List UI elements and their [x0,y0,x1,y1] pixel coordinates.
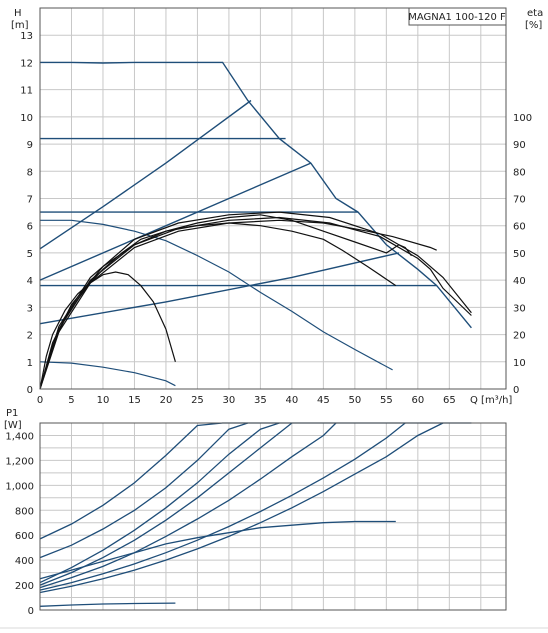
y-axis-title-head-unit: [m] [11,20,29,31]
head-chart-ticks: 0 5 10 15 20 25 30 35 40 45 50 55 60 6501234567891011… [20,31,532,406]
x-axis-title: Q [m³/h] [470,395,512,406]
y-tick-label-head: 7 [27,195,33,206]
y-tick-label-eta: 50 [513,249,526,260]
y-tick-label-eta: 0 [513,385,519,396]
x-tick-label: 25 [191,395,204,406]
head-curve-6 [39,252,400,325]
y-tick-label-power: 400 [15,556,34,567]
y-tick-label-head: 0 [27,385,33,396]
x-tick-label: 50 [348,395,361,406]
y-tick-label-power: 800 [15,506,34,517]
y-axis-title-eta-unit: [%] [525,20,542,31]
power-curve-1 [39,422,249,559]
efficiency-curve-5 [39,219,437,390]
y-tick-label-head: 13 [20,31,33,42]
y-tick-label-eta: 10 [513,358,526,369]
x-tick-label: 60 [411,395,424,406]
y-tick-label-eta: 20 [513,331,526,342]
head-curve-5 [39,162,312,281]
efficiency-curve-3 [39,216,472,390]
head-chart-curves [39,61,472,390]
x-tick-label: 35 [254,395,267,406]
power-curve-0 [39,422,472,540]
power-curve-4 [39,422,337,589]
y-tick-label-head: 5 [27,249,33,260]
x-tick-label: 40 [286,395,299,406]
y-tick-label-eta: 30 [513,303,526,314]
power-curve-7 [39,520,396,580]
y-tick-label-head: 4 [27,276,33,287]
x-tick-label: 65 [443,395,456,406]
head-curve-4 [39,99,252,250]
system-curve-0 [40,219,393,371]
y-tick-label-head: 3 [27,303,33,314]
y-tick-label-head: 8 [27,167,33,178]
y-tick-label-eta: 100 [513,113,532,124]
y-tick-label-power: 1,000 [5,481,34,492]
y-tick-label-head: 9 [27,140,33,151]
chart-title: MAGNA1 100-120 F [408,12,506,23]
y-tick-label-eta: 40 [513,276,526,287]
x-tick-label: 15 [128,395,141,406]
x-tick-label: 5 [68,395,74,406]
x-tick-label: 45 [317,395,330,406]
y-axis-title-head: H [m] [11,8,29,31]
power-chart-curves [39,422,472,607]
y-tick-label-head: 11 [20,86,33,97]
efficiency-curve-2 [39,214,412,390]
x-tick-label: 55 [380,395,393,406]
x-tick-label: 20 [160,395,173,406]
y-tick-label-head: 1 [27,358,33,369]
y-tick-label-eta: 80 [513,167,526,178]
y-axis-title-eta: eta [%] [525,8,546,31]
y-axis-title-power: P1 [W] [4,408,22,431]
efficiency-curve-4 [39,211,472,390]
y-tick-label-head: 2 [27,331,33,342]
x-tick-label: 10 [97,395,110,406]
y-tick-label-power: 200 [15,581,34,592]
x-tick-label: 0 [37,395,43,406]
y-tick-label-head: 6 [27,222,33,233]
efficiency-curve-0 [39,271,176,390]
power-curve-8 [39,602,176,607]
head-curve-0 [40,61,472,329]
y-tick-label-head: 12 [20,58,33,69]
head-chart-frame [39,7,507,390]
x-tick-label: 30 [223,395,236,406]
y-tick-label-eta: 90 [513,140,526,151]
efficiency-curve-1 [39,222,397,390]
system-curve-1 [39,361,176,387]
head-chart-grid [39,7,506,390]
y-tick-label-power: 0 [28,606,34,617]
power-chart-frame [39,422,507,611]
y-axis-title-head-name: H [14,8,22,19]
y-axis-title-eta-name: eta [527,8,543,19]
y-axis-title-power-name: P1 [6,408,18,419]
y-tick-label-power: 1,400 [5,431,34,442]
y-tick-label-eta: 60 [513,222,526,233]
power-chart-ticks: 0 200 400 600 800 1,000 1,200 1,400 [5,431,34,617]
power-curve-2 [39,422,280,584]
chart-title-box: MAGNA1 100-120 F [408,7,507,26]
y-tick-label-power: 1,200 [5,456,34,467]
y-tick-label-head: 10 [20,113,33,124]
power-curve-5 [39,422,406,591]
y-tick-label-eta: 70 [513,195,526,206]
y-tick-label-power: 600 [15,531,34,542]
y-axis-title-power-unit: [W] [4,420,22,431]
